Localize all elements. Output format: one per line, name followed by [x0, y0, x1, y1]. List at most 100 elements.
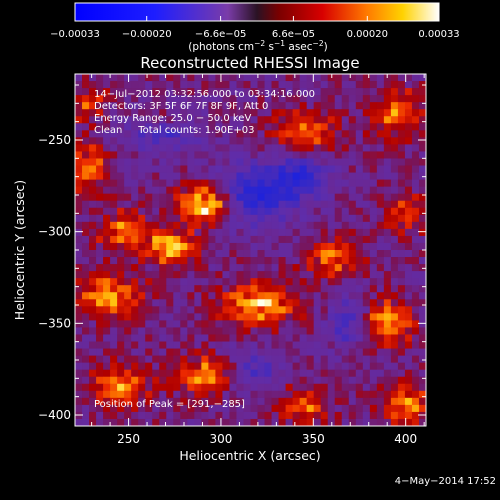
heatmap-cell [306, 144, 315, 152]
heatmap-cell [194, 144, 202, 152]
heatmap-cell [110, 418, 118, 427]
heatmap-cell [131, 306, 139, 314]
heatmap-cell [341, 390, 350, 399]
heatmap-cell [166, 186, 174, 195]
heatmap-cell [404, 390, 413, 399]
heatmap-cell [320, 242, 329, 251]
heatmap-cell [215, 348, 223, 356]
heatmap-cell [292, 102, 301, 110]
heatmap-cell [271, 186, 279, 195]
heatmap-cell [320, 179, 329, 188]
heatmap-cell [222, 221, 230, 230]
heatmap-cell [320, 320, 329, 328]
heatmap-cell [362, 116, 371, 124]
heatmap-cell [124, 186, 132, 195]
heatmap-cell [187, 278, 195, 286]
heatmap-cell [292, 144, 301, 152]
heatmap-cell [334, 397, 343, 406]
heatmap-cell [341, 369, 350, 378]
heatmap-cell [327, 242, 336, 251]
heatmap-cell [124, 292, 132, 300]
heatmap-cell [313, 348, 322, 356]
heatmap-cell [82, 242, 90, 251]
heatmap-cell [264, 306, 272, 314]
heatmap-cell [208, 130, 216, 138]
heatmap-cell [285, 285, 294, 293]
heatmap-cell [341, 207, 350, 216]
heatmap-cell [89, 320, 97, 328]
heatmap-cell [166, 369, 174, 378]
heatmap-cell [103, 355, 111, 364]
heatmap-cell [264, 292, 272, 300]
heatmap-cell [411, 123, 420, 131]
heatmap-cell [166, 200, 174, 209]
heatmap-cell [117, 109, 125, 117]
heatmap-cell [96, 242, 104, 251]
heatmap-cell [75, 95, 83, 103]
heatmap-cell [117, 334, 125, 342]
heatmap-cell [243, 109, 251, 117]
heatmap-cell [264, 102, 272, 110]
heatmap-cell [334, 362, 343, 371]
heatmap-cell [222, 299, 230, 307]
heatmap-cell [75, 299, 83, 307]
heatmap-cell [383, 299, 392, 307]
heatmap-cell [383, 397, 392, 406]
heatmap-cell [145, 334, 153, 342]
heatmap-cell [201, 257, 209, 265]
heatmap-cell [110, 137, 118, 145]
heatmap-cell [82, 418, 90, 427]
heatmap-cell [208, 397, 216, 406]
heatmap-cell [243, 271, 251, 279]
heatmap-cell [369, 299, 378, 307]
heatmap-cell [96, 271, 104, 279]
heatmap-cell [418, 404, 427, 413]
heatmap-cell [271, 151, 279, 159]
heatmap-cell [376, 292, 385, 300]
heatmap-cell [306, 250, 315, 258]
heatmap-cell [292, 193, 301, 202]
heatmap-cell [243, 172, 251, 180]
heatmap-cell [369, 320, 378, 328]
heatmap-cell [264, 264, 272, 272]
heatmap-cell [334, 271, 343, 279]
heatmap-cell [194, 95, 202, 103]
heatmap-cell [355, 186, 364, 195]
heatmap-cell [397, 320, 406, 328]
heatmap-cell [285, 306, 294, 314]
heatmap-cell [159, 235, 167, 244]
heatmap-cell [383, 355, 392, 364]
heatmap-cell [299, 81, 308, 89]
heatmap-cell [341, 404, 350, 413]
heatmap-cell [341, 271, 350, 279]
heatmap-cell [243, 355, 251, 364]
heatmap-cell [369, 348, 378, 356]
heatmap-cell [117, 285, 125, 293]
heatmap-cell [208, 95, 216, 103]
heatmap-cell [166, 81, 174, 89]
heatmap-cell [166, 313, 174, 321]
heatmap-cell [376, 411, 385, 420]
heatmap-cell [411, 221, 420, 230]
heatmap-cell [243, 137, 251, 145]
heatmap-cell [397, 109, 406, 117]
heatmap-cell [138, 390, 146, 399]
heatmap-cell [306, 235, 315, 244]
heatmap-cell [250, 341, 258, 349]
heatmap-cell [397, 292, 406, 300]
heatmap-cell [264, 74, 272, 82]
heatmap-cell [96, 123, 104, 131]
heatmap-cell [369, 200, 378, 209]
heatmap-cell [243, 235, 251, 244]
heatmap-cell [138, 418, 146, 427]
heatmap-cell [278, 193, 286, 202]
heatmap-cell [96, 207, 104, 216]
heatmap-cell [173, 151, 181, 159]
heatmap-cell [75, 137, 83, 145]
heatmap-cell [376, 144, 385, 152]
heatmap-cell [187, 418, 195, 427]
heatmap-cell [397, 144, 406, 152]
heatmap-cell [383, 207, 392, 216]
heatmap-cell [341, 348, 350, 356]
heatmap-cell [201, 264, 209, 272]
